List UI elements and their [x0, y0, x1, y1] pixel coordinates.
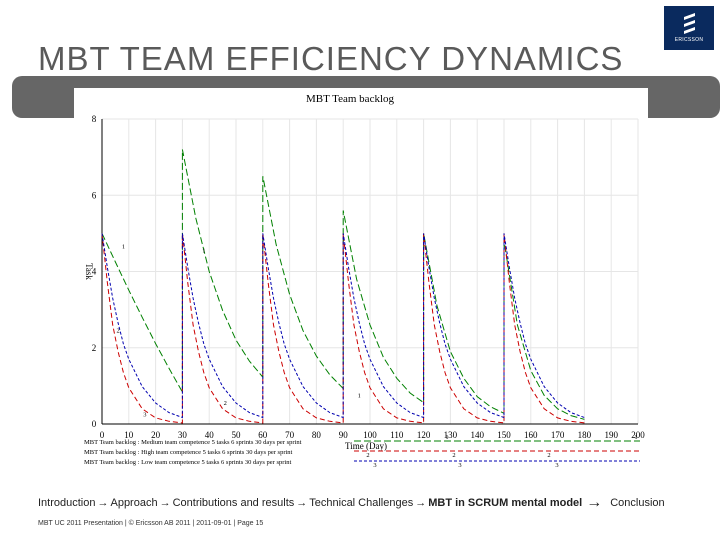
line-number-marker: 1 [122, 244, 125, 251]
ericsson-logo: ERICSSON [664, 6, 714, 50]
legend-entry-3: MBT Team backlog : Low team competence 5… [84, 459, 291, 466]
x-tick-label: 120 [417, 430, 431, 440]
legend-entry-1: MBT Team backlog : Medium team competenc… [84, 439, 302, 446]
y-tick-label: 8 [92, 114, 97, 124]
x-tick-label: 130 [444, 430, 458, 440]
y-tick-label: 6 [92, 190, 97, 200]
x-tick-label: 60 [258, 430, 268, 440]
line-number-marker: 3 [143, 411, 146, 418]
y-tick-label: 2 [92, 343, 97, 353]
line-number-marker: 2 [224, 400, 227, 407]
legend-line-number: 2 [452, 452, 455, 459]
ericsson-logo-icon [684, 13, 695, 34]
nav-arrow: → [415, 497, 427, 509]
legend-line-number: 1 [445, 434, 448, 441]
legend-line-number: 3 [555, 462, 558, 469]
y-tick-label: 0 [92, 419, 97, 429]
line-number-marker: 1 [358, 392, 361, 399]
y-axis-label: Task [84, 263, 94, 280]
ericsson-logo-text: ERICSSON [674, 37, 704, 43]
chart-panel: MBT Team backlog 0 10 20 30 40 50 60 70 80 90 100 11… [74, 88, 648, 476]
nav-item-3[interactable]: Contributions and results [172, 497, 295, 509]
x-tick-label: 100 [363, 430, 377, 440]
x-tick-label: 70 [285, 430, 295, 440]
x-tick-label: 50 [232, 430, 242, 440]
nav-arrow: → [586, 494, 603, 511]
x-tick-label: 110 [390, 430, 404, 440]
legend-line-number: 3 [373, 462, 376, 469]
x-tick-label: 190 [604, 430, 618, 440]
x-tick-label: 150 [497, 430, 511, 440]
chart-title: MBT Team backlog [306, 93, 395, 105]
slide-title: MBT TEAM EFFICIENCY DYNAMICS [38, 40, 624, 77]
nav-item-4[interactable]: Technical Challenges [309, 497, 414, 509]
nav-arrow: → [296, 497, 308, 509]
x-tick-label: 180 [578, 430, 592, 440]
legend-line-number: 2 [366, 452, 369, 459]
x-tick-label: 20 [151, 430, 161, 440]
nav-item-1[interactable]: Introduction [38, 497, 96, 509]
nav-item-5[interactable]: MBT in SCRUM mental model [428, 497, 583, 509]
nav-item-2[interactable]: Approach [110, 497, 158, 509]
x-tick-label: 160 [524, 430, 538, 440]
y-tick-label: 4 [92, 267, 97, 277]
x-tick-label: 40 [205, 430, 215, 440]
legend-line-number: 1 [634, 434, 637, 441]
x-axis-label: Time (Day) [345, 441, 387, 451]
nav-arrow: → [97, 497, 109, 509]
x-tick-label: 10 [124, 430, 134, 440]
section-navigation: Introduction → Approach → Contributions and … [38, 494, 665, 512]
x-tick-label: 140 [470, 430, 484, 440]
legend-line-number: 2 [547, 452, 550, 459]
nav-item-6[interactable]: Conclusion [610, 497, 665, 509]
x-tick-label: 0 [100, 430, 105, 440]
line-number-marker: 2 [116, 328, 119, 335]
x-tick-label: 90 [339, 430, 349, 440]
footer: MBT UC 2011 Presentation | © Ericsson AB… [38, 520, 264, 527]
line-number-marker: 1 [202, 247, 205, 254]
x-tick-label: 30 [178, 430, 188, 440]
nav-arrow: → [159, 497, 171, 509]
x-tick-label: 200 [631, 430, 645, 440]
legend-line-number: 3 [458, 462, 461, 469]
x-tick-label: 170 [551, 430, 565, 440]
legend-entry-2: MBT Team backlog : High team competence … [84, 449, 293, 456]
x-tick-label: 80 [312, 430, 322, 440]
